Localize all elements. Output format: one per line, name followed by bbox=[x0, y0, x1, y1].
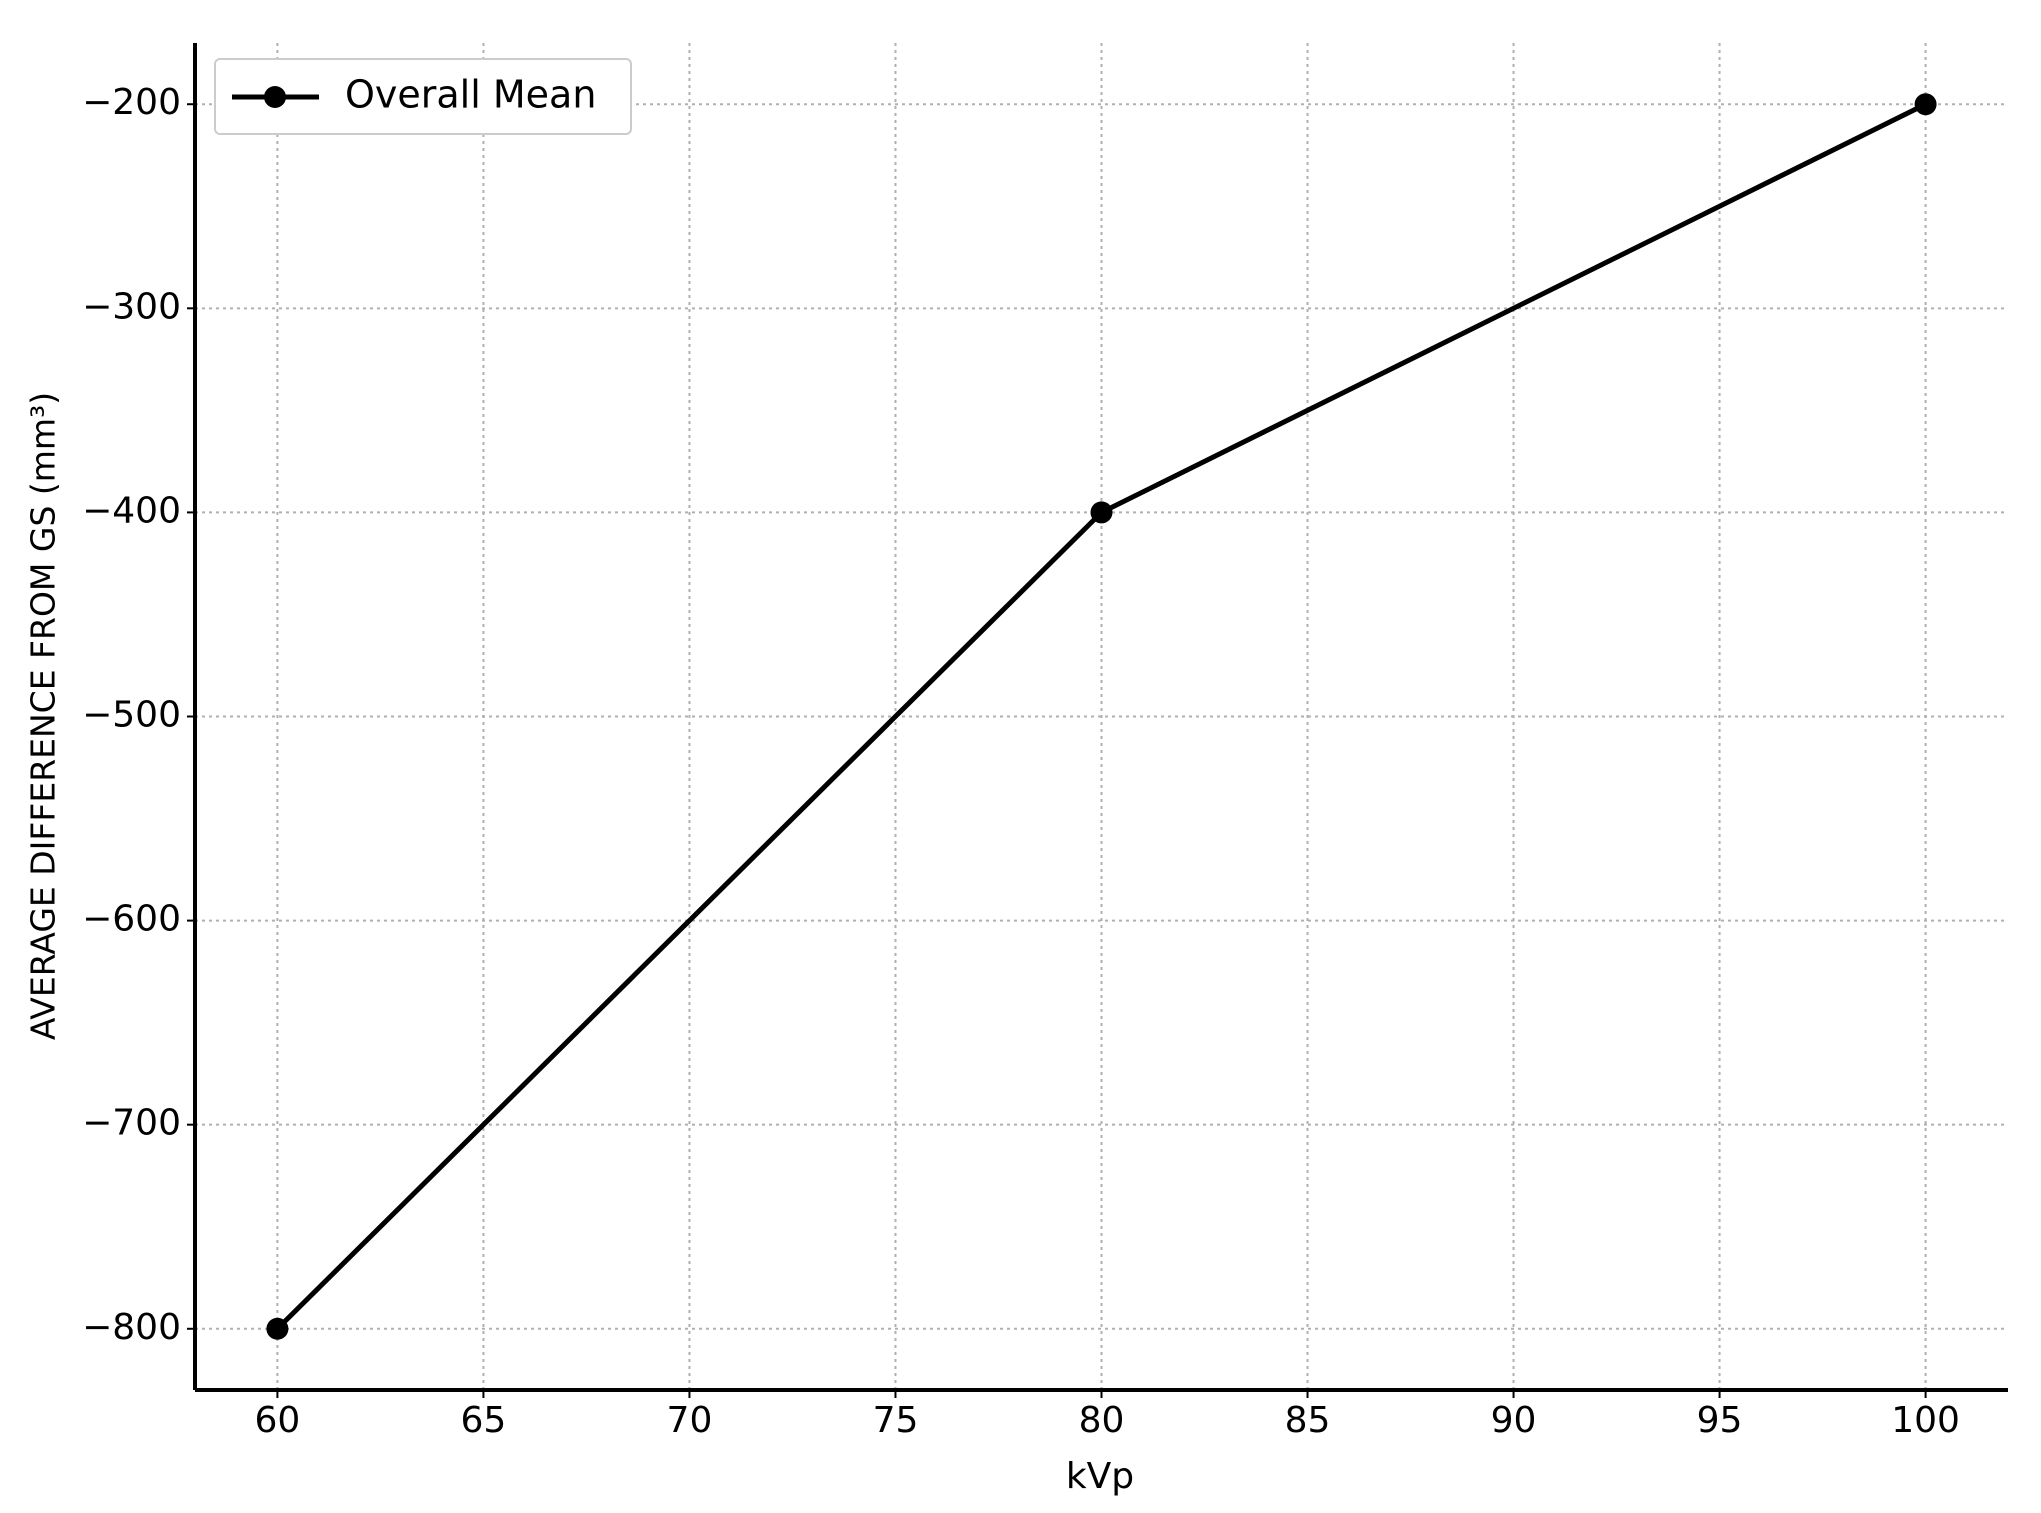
y-axis-label: AVERAGE DIFFERENCE FROM GS (mm³) bbox=[24, 392, 63, 1040]
x-tick-label: 85 bbox=[1285, 1400, 1331, 1441]
x-tick-label: 70 bbox=[667, 1400, 713, 1441]
x-tick-label: 95 bbox=[1697, 1400, 1743, 1441]
x-tick-label: 65 bbox=[461, 1400, 507, 1441]
x-tick-label: 60 bbox=[255, 1400, 301, 1441]
x-tick-label: 100 bbox=[1891, 1400, 1960, 1441]
y-tick-label: −300 bbox=[82, 286, 181, 327]
x-axis-label: kVp bbox=[1066, 1456, 1134, 1497]
x-tick-label: 90 bbox=[1491, 1400, 1537, 1441]
data-point bbox=[266, 1317, 289, 1340]
x-tick-label: 80 bbox=[1079, 1400, 1125, 1441]
y-tick-label: −400 bbox=[82, 490, 181, 531]
legend-box bbox=[214, 58, 632, 135]
y-tick-label: −700 bbox=[82, 1103, 181, 1144]
y-tick-label: −800 bbox=[82, 1307, 181, 1348]
y-tick-label: −600 bbox=[82, 899, 181, 940]
legend-label: Overall Mean bbox=[345, 73, 596, 117]
data-point bbox=[1914, 93, 1937, 116]
data-point bbox=[1090, 501, 1113, 524]
x-tick-label: 75 bbox=[873, 1400, 919, 1441]
y-tick-label: −200 bbox=[82, 82, 181, 123]
y-tick-label: −500 bbox=[82, 695, 181, 736]
legend-marker bbox=[264, 86, 286, 108]
